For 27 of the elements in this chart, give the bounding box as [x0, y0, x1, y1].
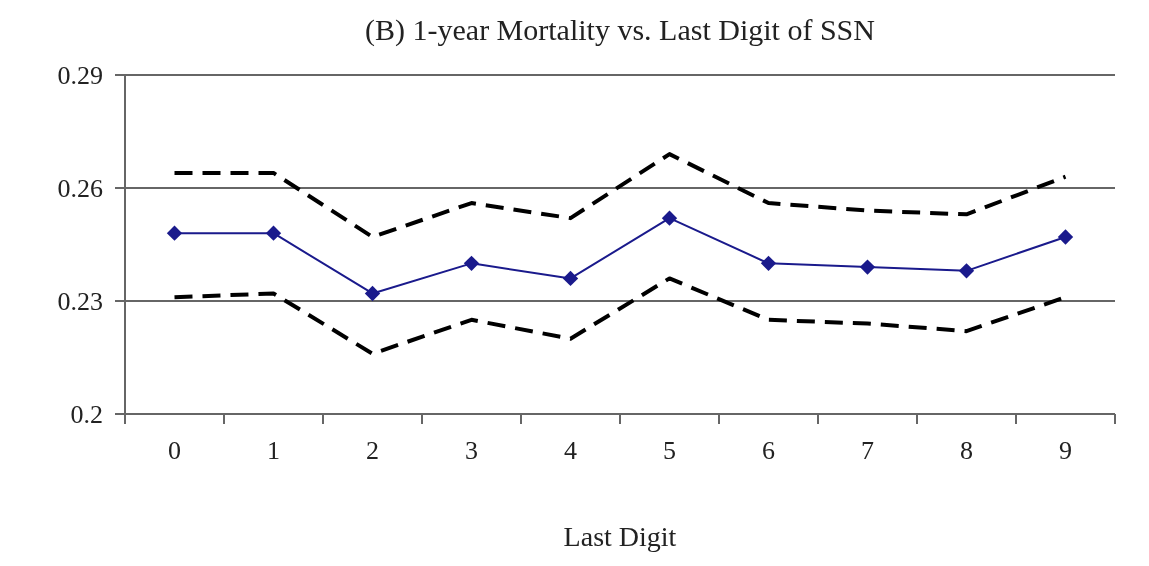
x-tick-label: 5 — [663, 436, 676, 465]
point — [463, 255, 480, 271]
point — [166, 225, 183, 241]
x-tick-label: 3 — [465, 436, 478, 465]
x-axis-title: Last Digit — [563, 521, 677, 552]
y-tick-label: 0.26 — [57, 174, 103, 204]
x-tick-label: 7 — [861, 436, 874, 465]
y-tick-label: 0.2 — [70, 400, 103, 430]
x-tick-label: 0 — [168, 436, 181, 465]
point — [1057, 229, 1074, 245]
x-tick-label: 9 — [1059, 436, 1072, 465]
point — [859, 259, 876, 275]
y-tick-label: 0.29 — [57, 61, 103, 91]
point — [760, 255, 777, 271]
line-series — [172, 152, 1068, 239]
point — [661, 210, 678, 226]
y-tick-label: 0.23 — [57, 287, 103, 317]
x-tick-label: 6 — [762, 436, 775, 465]
x-tick-label: 4 — [564, 436, 577, 465]
chart-title: (B) 1-year Mortality vs. Last Digit of SSN — [365, 13, 875, 47]
x-tick-label: 2 — [366, 436, 379, 465]
x-tick-label: 1 — [267, 436, 280, 465]
point — [364, 285, 381, 302]
point — [265, 225, 282, 241]
x-tick-label: 8 — [960, 436, 973, 465]
point — [562, 270, 579, 287]
point — [958, 263, 975, 279]
